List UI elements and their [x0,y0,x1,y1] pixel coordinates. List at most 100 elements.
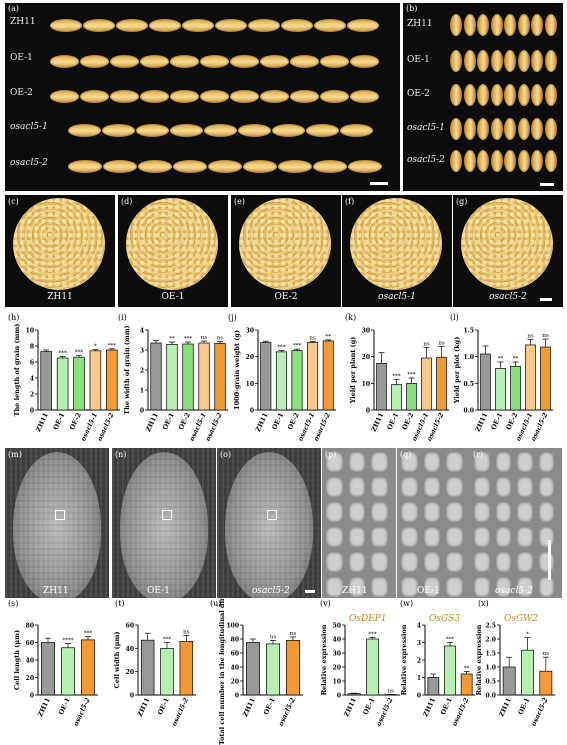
epidermal-cell [446,577,463,597]
x-tick-label: ZH11 [241,696,257,717]
grain-image [140,55,169,68]
grain-image [149,19,181,32]
x-tick-label: OE-2 [177,411,192,431]
significance-label: **** [63,637,74,643]
grain-image [50,90,79,103]
panel-b-row-label: osacl5-2 [407,155,445,165]
y-tick-label: 2 [417,658,421,665]
bar [41,642,55,696]
y-tick-label: 4 [417,623,421,630]
y-tick-label: 20 [362,354,370,361]
bar [81,639,95,696]
panel-j-label: (j) [228,313,237,322]
chart-title: OsDEP1 [349,614,387,624]
y-axis-label: Cell width (μm) [113,632,121,689]
grain-image [110,90,139,103]
sem-cell-panel-r [470,448,562,598]
panel-w-label: (w) [400,599,413,608]
epidermal-cell [423,452,441,472]
sem-line-label: osacl5-2 [495,586,533,596]
epidermal-cell [348,452,366,472]
region-marker [55,510,65,520]
panel-q-label: (q) [400,450,412,459]
bar [521,649,534,696]
grain-image [320,55,349,68]
panel-v-label: (v) [320,599,331,608]
grain-image [544,150,557,172]
significance-label: *** [446,637,455,643]
grain-image [350,90,379,103]
grain-image [208,160,242,173]
chart-i: (i) 0 1 2 3 4 The width of grain (mm) ZH11 ** OE-… [118,313,228,442]
y-tick-label: 0.5 [464,381,474,388]
epidermal-cell [326,552,343,572]
y-tick-label: 3 [417,640,421,647]
x-tick-label: OE-2 [504,411,519,431]
grain-image [517,150,530,172]
bar [376,362,387,411]
panel-h-label: (h) [8,313,19,322]
x-tick-label: osacl5-2 [277,696,297,727]
epidermal-cell [446,477,463,497]
x-tick-label: OE-1 [262,696,277,716]
grain-image [200,90,229,103]
epidermal-cell [348,477,366,497]
grain-image [215,19,247,32]
chart-k: (k) 0 10 20 30 Yield per plant (g) ZH11 *** OE-1… [345,313,449,442]
bar [182,343,194,411]
x-tick-label: OE-1 [439,696,454,716]
grain-image [477,84,489,106]
epidermal-cell [371,552,388,572]
grain-circle-image [350,198,442,290]
bar [480,353,491,411]
grain-image [477,50,489,72]
grain-image [290,55,319,68]
epidermal-cell [495,502,511,522]
grain-image [463,150,476,172]
y-tick-label: 1.5 [486,651,496,658]
bar [140,639,155,696]
panel-a-row-label: OE-2 [10,88,33,98]
y-tick-label: 0 [130,693,134,700]
significance-label: *** [293,343,302,349]
grain-image [140,90,169,103]
grain-image [83,19,115,32]
epidermal-cell [446,552,463,572]
significance-label: ns [527,334,534,340]
epidermal-cell [401,502,418,522]
grain-image [477,150,489,172]
significance-label: *** [75,350,84,356]
x-tick-label: OE-2 [286,411,301,431]
epidermal-cell [538,452,554,472]
significance-label: *** [108,343,117,349]
grain-image [260,90,289,103]
panel-p-label: (p) [325,450,337,459]
sem-line-label: ZH11 [342,586,368,596]
epidermal-cell [517,527,533,547]
sem-grain-panel-o [217,448,321,598]
epidermal-cell [495,577,511,597]
y-tick-label: 1.0 [464,354,474,361]
circle-line-label: ZH11 [47,292,73,302]
grain-image [490,50,503,72]
circle-line-label: osacl5-2 [489,292,527,302]
y-tick-label: 8 [30,344,34,351]
y-tick-label: 10 [362,381,370,388]
epidermal-cell [423,552,441,572]
y-axis-label: Yield per plant (g) [349,337,357,405]
grain-image [531,84,543,106]
y-tick-label: 60 [26,640,34,647]
x-tick-label: OE-1 [52,411,67,431]
x-tick-label: ZH11 [497,696,513,717]
grain-image [50,19,82,32]
x-tick-label: OE-2 [68,411,83,431]
chart-w: (w) OsGS3 0 1 2 3 4 Relative expression ZH11 *** O… [400,599,475,727]
y-tick-label: 0 [235,693,239,700]
grain-image [517,50,530,72]
grain-image [450,14,462,36]
grain-image [463,14,476,36]
y-tick-label: 50 [333,623,341,630]
panel-g-label: (g) [456,197,468,206]
bar [73,356,85,411]
